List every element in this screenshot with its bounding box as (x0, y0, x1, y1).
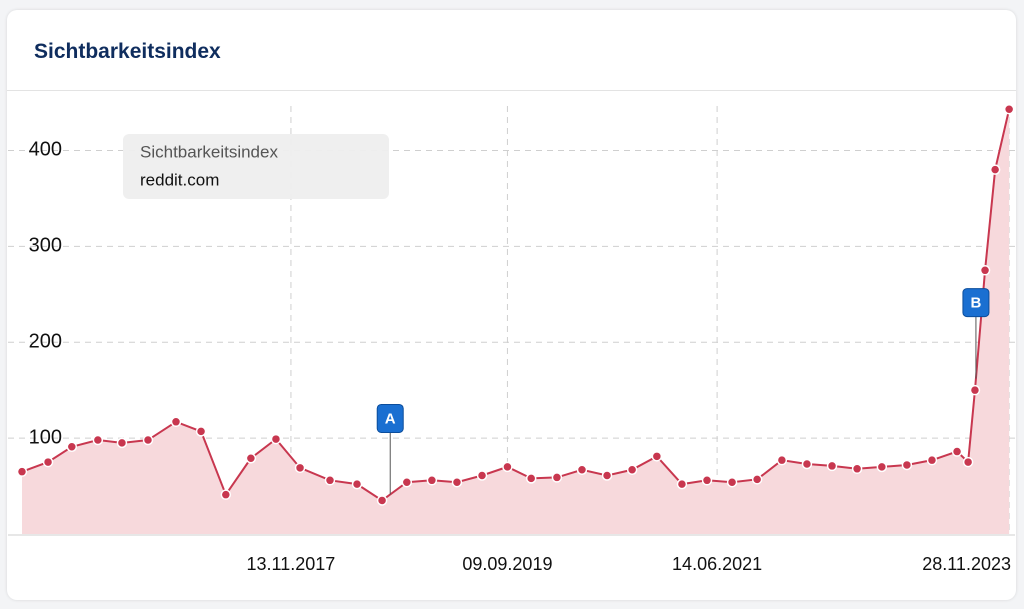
point (142, 434, 154, 446)
point (294, 462, 306, 474)
point (676, 478, 688, 490)
point (979, 265, 991, 276)
point (476, 470, 488, 481)
point (66, 441, 78, 452)
point (989, 164, 1001, 175)
divider (7, 90, 1016, 91)
point (351, 478, 363, 490)
point (116, 437, 128, 449)
x-tick-label: 14.06.2021 (672, 554, 762, 574)
legend-entry: reddit.com (140, 170, 219, 189)
point (901, 459, 913, 471)
point (626, 464, 638, 476)
area (21, 109, 1010, 534)
point (551, 472, 563, 483)
annotation-flag (376, 403, 404, 433)
y-tick-label: 100 (29, 426, 62, 448)
x-tick-label: 28.11.2023 (922, 554, 1011, 574)
point (451, 476, 463, 488)
point (42, 456, 54, 468)
point (851, 463, 863, 475)
point (401, 476, 413, 488)
point (1003, 103, 1015, 115)
point (245, 452, 257, 464)
point (601, 470, 613, 481)
x-tick-label: 09.09.2019 (462, 554, 552, 574)
point (801, 458, 813, 470)
point (195, 426, 207, 437)
point (776, 454, 788, 466)
card-title: Sichtbarkeitsindex (34, 40, 221, 63)
point (701, 475, 713, 486)
annotation-label: B (971, 295, 982, 312)
point (92, 434, 104, 446)
point (962, 456, 974, 468)
point (726, 476, 738, 488)
point (951, 446, 963, 457)
point (651, 451, 663, 462)
point (876, 461, 888, 473)
point (926, 454, 938, 466)
y-tick-label: 300 (29, 235, 62, 257)
point (270, 433, 282, 445)
legend: Sichtbarkeitsindex reddit.com (123, 134, 389, 199)
point (376, 495, 388, 506)
point (170, 416, 182, 428)
point (969, 384, 981, 396)
y-tick-label: 400 (29, 139, 62, 161)
point (751, 474, 763, 485)
point (576, 464, 588, 476)
annotation-label: A (385, 410, 396, 427)
legend-box (123, 134, 389, 199)
x-tick-label: 13.11.2017 (247, 554, 336, 574)
point (220, 489, 232, 500)
y-tick-label: 200 (29, 331, 62, 353)
legend-title: Sichtbarkeitsindex (140, 142, 278, 161)
point (426, 475, 438, 486)
annotation-flag (962, 288, 990, 318)
point (502, 461, 513, 473)
point (826, 460, 838, 472)
point (16, 466, 28, 477)
point (525, 473, 537, 484)
point (324, 475, 336, 486)
